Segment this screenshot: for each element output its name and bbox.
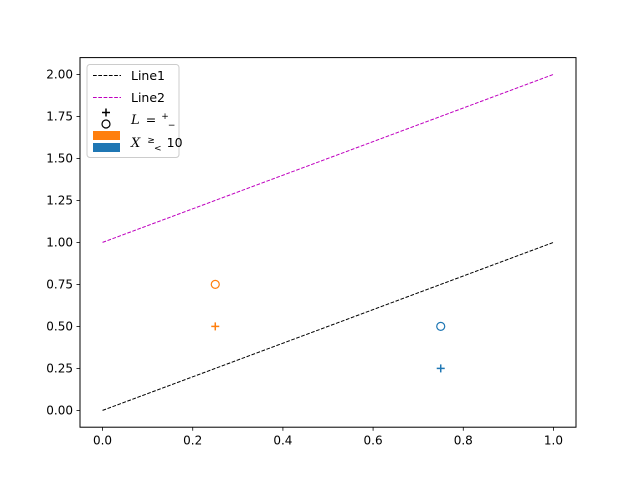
- circle-marker-1-2: [436, 321, 446, 331]
- x-tick-label: 0.4: [273, 434, 292, 448]
- legend: Line1 Line2 L = + − X ≥ < 10: [86, 64, 183, 158]
- x-tick-label: 1.0: [544, 434, 563, 448]
- y-tick-label: 1.25: [46, 194, 73, 208]
- plot-marks: [102, 73, 554, 411]
- plus-marker-1-1: [436, 364, 445, 373]
- y-tick-label: 1.75: [46, 110, 73, 124]
- legend-plus-marker: [102, 108, 110, 117]
- series-line-1: [102, 241, 554, 411]
- legend-orange-patch: [93, 131, 120, 140]
- series-line-2: [102, 73, 554, 243]
- legend-line2-label: Line2: [131, 90, 165, 105]
- plus-marker-2-1: [211, 322, 220, 331]
- y-tick-label: 0.25: [46, 362, 73, 376]
- x-axis: 0.0 0.2 0.4 0.6 0.8 1.0: [93, 427, 563, 448]
- circle-marker-2-2: [210, 279, 220, 289]
- legend-line1-label: Line1: [131, 68, 165, 83]
- legend-circle-marker: [101, 119, 111, 129]
- y-tick-label: 2.00: [46, 68, 73, 82]
- x-tick-label: 0.8: [454, 434, 473, 448]
- y-tick-label: 0.50: [46, 320, 73, 334]
- x-tick-label: 0.0: [93, 434, 112, 448]
- x-tick-label: 0.2: [183, 434, 202, 448]
- y-tick-label: 0.00: [46, 404, 73, 418]
- y-tick-label: 1.00: [46, 236, 73, 250]
- x-tick-label: 0.6: [364, 434, 383, 448]
- y-axis: 0.00 0.25 0.50 0.75 1.00 1.25 1.50 1.75 2.00: [46, 68, 80, 418]
- legend-blue-patch: [93, 143, 120, 152]
- legend-markers-label: L = + −: [130, 104, 175, 131]
- y-tick-label: 0.75: [46, 278, 73, 292]
- y-tick-label: 1.50: [46, 152, 73, 166]
- legend-patches-label: X ≥ < 10: [130, 128, 183, 155]
